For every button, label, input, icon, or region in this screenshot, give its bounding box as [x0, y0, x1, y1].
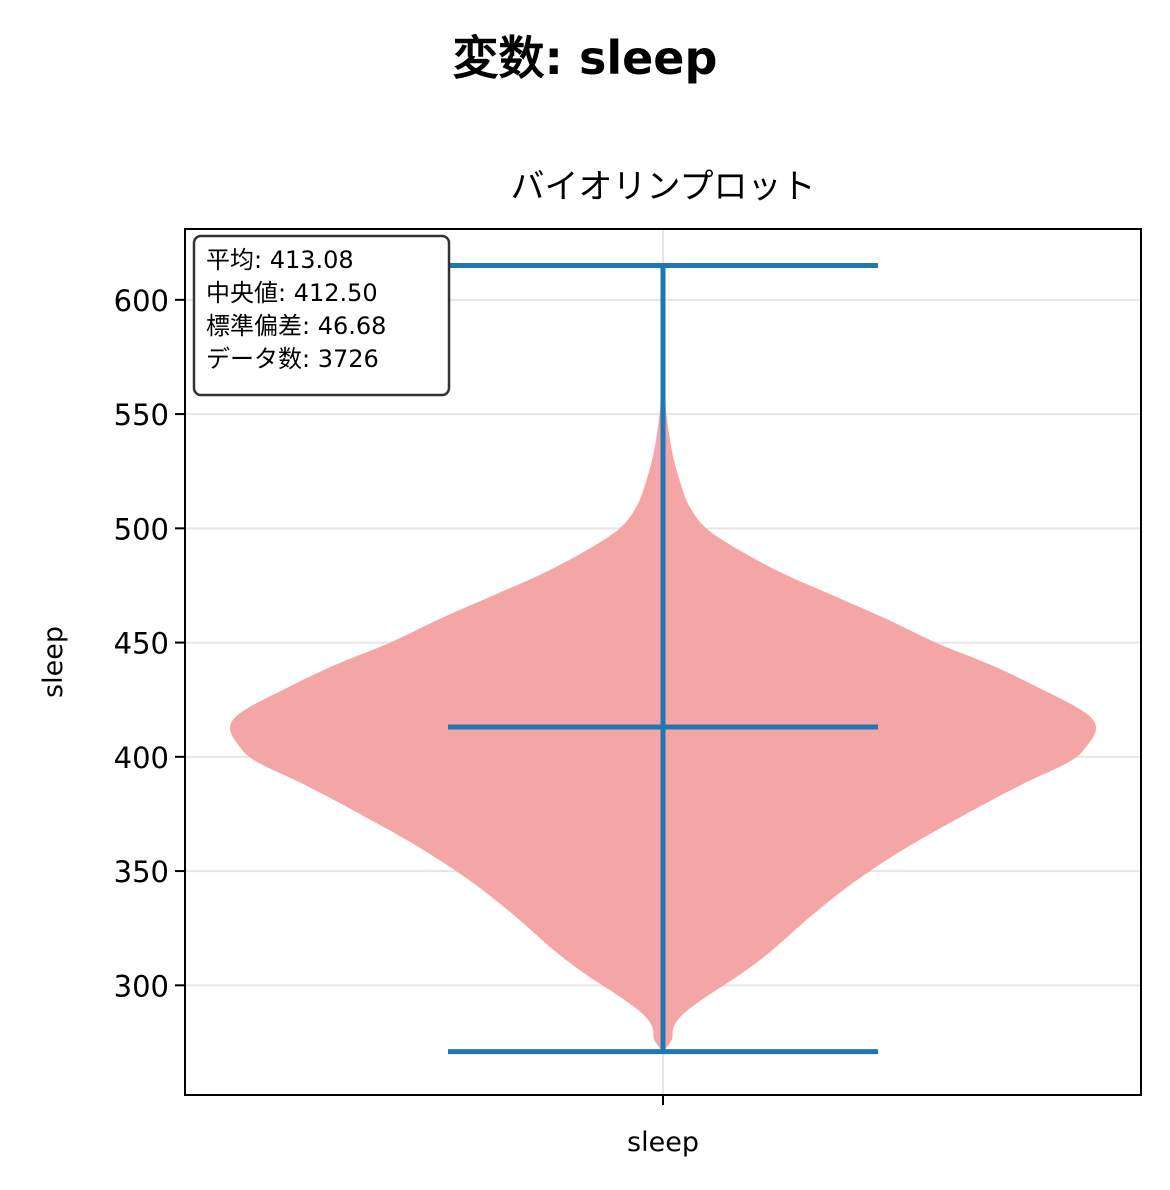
- stats-line-median: 中央値: 412.50: [206, 279, 378, 307]
- y-tick-label: 600: [114, 284, 169, 318]
- violin-lines: [448, 263, 878, 1055]
- y-tick-label: 500: [114, 512, 169, 546]
- stats-line-stddev: 標準偏差: 46.68: [206, 312, 386, 340]
- y-tick-label: 350: [114, 855, 169, 889]
- y-tick-label: 550: [114, 398, 169, 432]
- x-axis-ticks: sleep: [627, 1095, 699, 1158]
- y-axis-ticks: 300 350 400 450 500 550 600: [114, 284, 185, 1003]
- x-tick-label: sleep: [627, 1127, 699, 1158]
- stats-box: 平均: 413.08 中央値: 412.50 標準偏差: 46.68 データ数:…: [192, 234, 451, 397]
- figure-title: 変数: sleep: [452, 31, 718, 85]
- stats-line-count: データ数: 3726: [206, 345, 379, 373]
- stats-line-mean: 平均: 413.08: [206, 246, 354, 274]
- y-tick-label: 300: [114, 969, 169, 1003]
- stats-box-frame: [192, 234, 451, 397]
- y-tick-label: 450: [114, 627, 169, 661]
- y-tick-label: 400: [114, 741, 169, 775]
- axes-title: バイオリンプロット: [511, 167, 816, 207]
- y-axis-label: sleep: [38, 626, 69, 698]
